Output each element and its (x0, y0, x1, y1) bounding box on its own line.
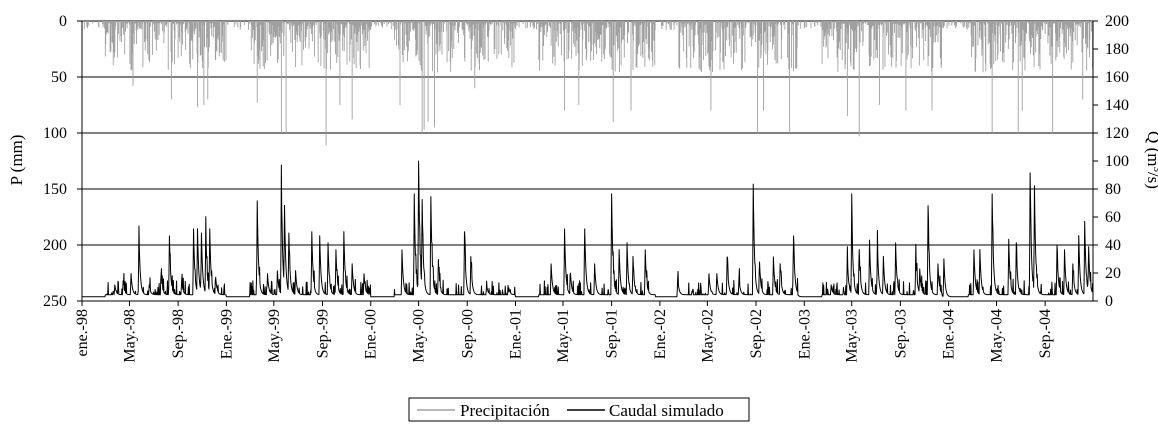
x-tick-label: Sep.-98 (170, 309, 187, 358)
left-tick-label: 50 (51, 69, 67, 86)
left-axis-ticks: 0 50 100 150 200 250 (43, 13, 82, 310)
x-tick-label: May.-04 (988, 309, 1005, 363)
left-tick-label: 250 (43, 293, 67, 310)
x-tick-label: May.-00 (411, 309, 428, 363)
right-tick-label: 80 (1105, 181, 1121, 198)
x-tick-label: Ene.-04 (941, 309, 958, 359)
right-tick-label: 20 (1105, 265, 1121, 282)
right-tick-label: 180 (1105, 41, 1129, 58)
x-axis-ticks: ene.-98 May.-98 Sep.-98 Ene.-99 May.-99 Sep.-… (74, 301, 1054, 363)
right-axis-label: Q (m3/s) (1144, 131, 1158, 189)
left-axis-label: P (mm) (7, 135, 26, 186)
x-tick-label: Sep.-99 (314, 309, 331, 358)
right-tick-label: 120 (1105, 125, 1129, 142)
right-tick-label: 100 (1105, 153, 1129, 170)
gridlines (82, 20, 1093, 302)
right-tick-label: 0 (1105, 293, 1113, 310)
x-tick-label: Ene.-03 (796, 309, 813, 359)
x-tick-label: ene.-98 (74, 309, 91, 357)
x-tick-label: May.-98 (121, 309, 138, 363)
right-axis-label-main: Q (m (1144, 131, 1158, 166)
x-tick-label: Sep.-02 (748, 309, 765, 358)
x-tick-label: Ene.-01 (508, 309, 525, 359)
left-tick-label: 0 (59, 13, 67, 30)
x-tick-label: May.-02 (699, 309, 716, 363)
x-tick-label: Sep.-01 (604, 309, 621, 358)
x-tick-label: May.-03 (844, 309, 861, 363)
precipitation-series (83, 21, 1094, 146)
legend-precipitation-label: Precipitación (460, 401, 550, 420)
right-axis-label-superscript: 3 (1151, 166, 1158, 172)
left-tick-label: 200 (43, 237, 67, 254)
x-tick-label: May.-99 (266, 309, 283, 363)
x-tick-label: Ene.-02 (652, 309, 669, 359)
x-tick-label: Sep.-03 (892, 309, 909, 358)
x-tick-label: May.-01 (555, 309, 572, 363)
right-tick-label: 200 (1105, 13, 1129, 30)
right-axis-label-tail: /s) (1144, 172, 1158, 189)
x-tick-label: Ene.-00 (363, 309, 380, 359)
x-tick-label: Sep.-00 (459, 309, 476, 358)
discharge-line (81, 160, 1094, 298)
legend: Precipitación Caudal simulado (408, 397, 750, 422)
right-tick-label: 60 (1105, 209, 1121, 226)
right-tick-label: 140 (1105, 97, 1129, 114)
left-tick-label: 150 (43, 181, 67, 198)
x-tick-label: Sep.-04 (1037, 309, 1054, 358)
legend-discharge-label: Caudal simulado (609, 401, 724, 420)
right-axis-ticks: 0 20 40 60 80 100 120 140 160 180 200 (1093, 13, 1129, 310)
right-tick-label: 40 (1105, 237, 1121, 254)
precipitation-bars (83, 21, 1094, 146)
x-tick-label: Ene.-99 (218, 309, 235, 359)
left-tick-label: 100 (43, 125, 67, 142)
discharge-series (81, 160, 1094, 298)
right-tick-label: 160 (1105, 69, 1129, 86)
